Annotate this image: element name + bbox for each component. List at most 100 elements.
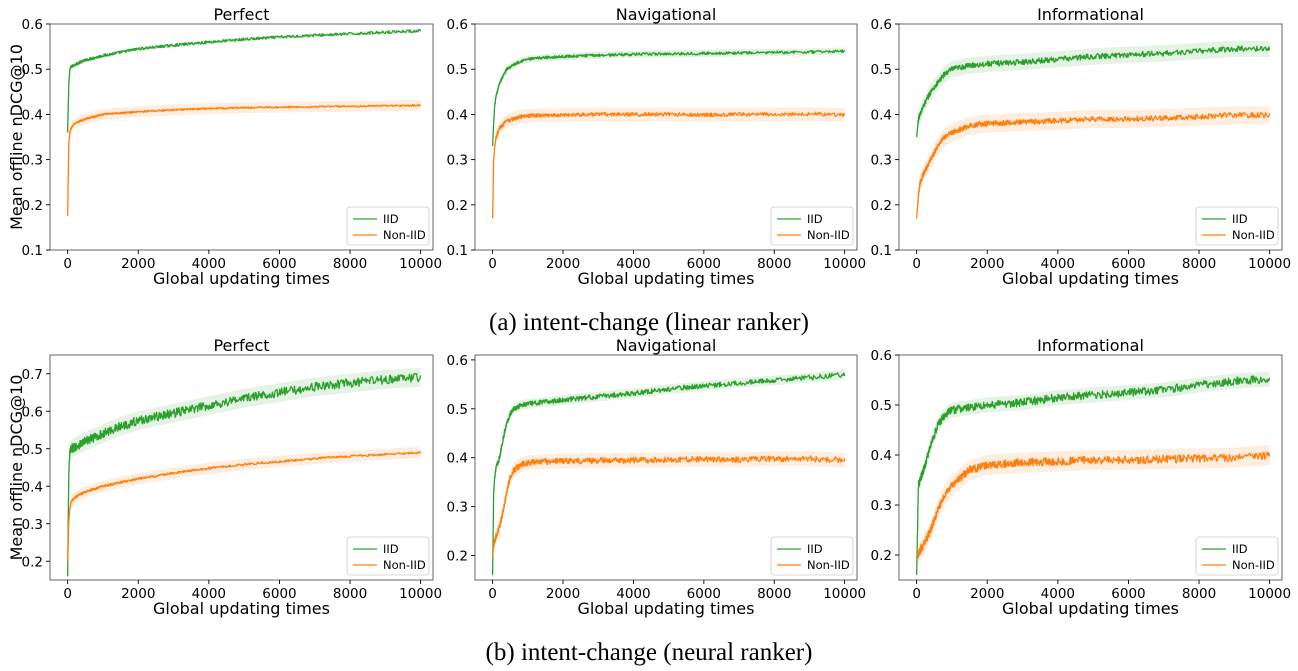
y-tick-label: 0.5 [22,62,43,78]
x-axis-label: Global updating times [1002,269,1179,288]
legend: IID Non-IID [770,206,854,246]
y-tick-label: 0.4 [447,451,468,467]
y-tick-label: 0.4 [22,107,43,123]
y-tick-label: 0.2 [871,548,892,564]
plot-area [491,47,846,226]
x-tick-label: 10000 [1248,256,1291,272]
y-tick-label: 0.5 [447,402,468,418]
band-series-1 [916,40,1270,146]
y-tick-label: 0.3 [447,153,468,169]
x-tick-label: 0 [912,256,921,272]
y-tick-label: 0.4 [871,107,892,123]
x-tick-label: 8000 [757,586,791,602]
legend-label: IID [383,542,399,556]
x-tick-label: 6000 [1111,256,1145,272]
x-tick-label: 0 [488,256,497,272]
y-tick-label: 0.5 [871,62,892,78]
line-series-1 [491,49,846,147]
band-series-1 [67,29,421,135]
y-tick-label: 0.2 [447,198,468,214]
x-tick-label: 8000 [757,256,791,272]
x-tick-label: 0 [912,586,921,602]
x-tick-label: 10000 [823,256,866,272]
x-axis-label: Global updating times [153,599,330,618]
plot-area [66,28,422,222]
x-tick-label: 0 [63,256,72,272]
y-tick-label: 0.2 [22,554,43,570]
legend: IID Non-IID [770,536,854,576]
legend-label: IID [1232,542,1248,556]
x-axis-label: Global updating times [153,269,330,288]
line-series-2 [66,103,422,217]
x-tick-label: 2000 [970,586,1004,602]
y-tick-label: 0.1 [22,243,43,259]
x-tick-label: 8000 [333,256,367,272]
x-tick-label: 6000 [262,586,296,602]
y-tick-label: 0.3 [871,498,892,514]
chart-panel-5: 0 2000 4000 6000 8000 10000 0.2 0.3 0.4 0.5 0.6 Nav… [447,336,867,618]
plot-frame [49,23,434,251]
legend-label: Non-IID [807,228,850,242]
x-tick-label: 4000 [616,256,650,272]
y-tick-label: 0.2 [22,198,43,214]
plot-frame [898,23,1283,251]
x-tick-label: 8000 [1182,256,1216,272]
x-tick-label: 2000 [121,586,155,602]
legend: IID Non-IID [346,536,430,576]
line-series-1 [66,28,422,133]
legend-label: Non-IID [383,228,426,242]
line-series-1 [491,372,846,576]
plot-area [66,368,422,580]
y-tick-label: 0.4 [22,479,43,495]
chart-title: Navigational [616,5,717,24]
x-tick-label: 8000 [333,586,367,602]
y-tick-label: 0.4 [447,107,468,123]
x-tick-label: 2000 [546,256,580,272]
x-axis-label: Global updating times [1002,599,1179,618]
y-tick-label: 0.7 [22,367,43,383]
plot-area [915,371,1271,580]
x-tick-label: 10000 [1248,586,1291,602]
legend-label: Non-IID [1232,558,1275,572]
caption-b: (b) intent-change (neural ranker) [486,639,813,666]
x-axis-label: Global updating times [578,599,755,618]
x-tick-label: 2000 [546,586,580,602]
x-tick-label: 0 [63,586,72,602]
y-tick-label: 0.5 [22,442,43,458]
legend-label: IID [383,212,399,226]
x-tick-label: 0 [488,586,497,602]
chart-title: Navigational [616,336,717,355]
legend: IID Non-IID [1195,536,1279,576]
legend-label: IID [807,542,823,556]
x-axis-label: Global updating times [578,269,755,288]
x-tick-label: 2000 [121,256,155,272]
x-tick-label: 10000 [399,586,442,602]
band-series-1 [67,368,421,580]
band-series-2 [492,107,845,226]
line-series-2 [916,451,1271,559]
x-tick-label: 10000 [399,256,442,272]
x-tick-label: 4000 [1041,256,1075,272]
y-tick-label: 0.3 [871,153,892,169]
y-axis-label: Mean offline nDCG@10 [7,44,26,230]
y-tick-label: 0.6 [22,404,43,420]
chart-panel-2: 0 2000 4000 6000 8000 10000 0.1 0.2 0.3 0.4 0.5 0.6… [447,5,867,288]
plot-frame [474,23,858,251]
y-tick-label: 0.2 [447,549,468,565]
line-series-2 [916,112,1271,219]
y-tick-label: 0.3 [22,153,43,169]
plot-area [491,369,846,580]
caption-a: (a) intent-change (linear ranker) [489,309,809,336]
x-tick-label: 2000 [970,256,1004,272]
band-series-2 [916,106,1270,228]
line-series-2 [66,451,422,562]
y-tick-label: 0.5 [447,62,468,78]
line-series-1 [915,375,1271,576]
y-tick-label: 0.6 [871,17,892,33]
legend: IID Non-IID [346,206,430,246]
plot-area [916,40,1271,228]
x-tick-label: 4000 [192,256,226,272]
line-series-1 [916,45,1271,138]
plot-frame [898,354,1283,581]
